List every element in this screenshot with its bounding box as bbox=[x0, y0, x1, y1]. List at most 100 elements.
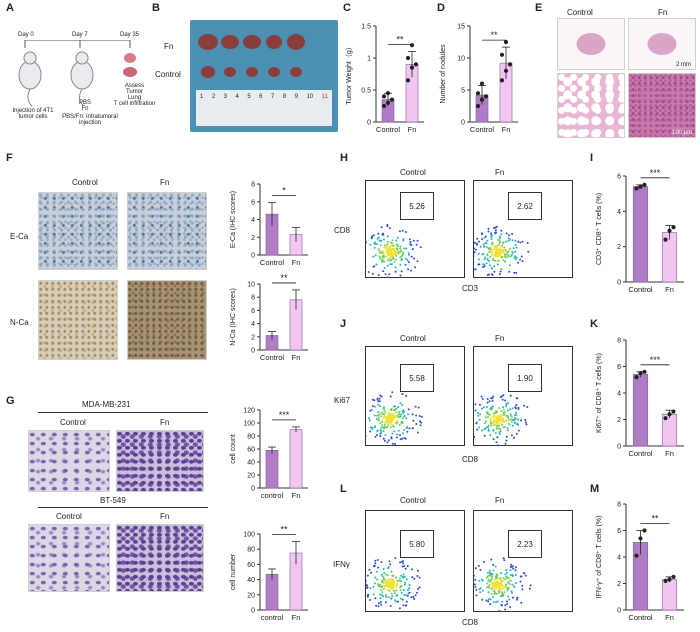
flow-event bbox=[390, 592, 393, 595]
flow-event bbox=[506, 602, 509, 605]
flow-event bbox=[490, 267, 493, 269]
flow-event bbox=[494, 259, 497, 262]
flow-event bbox=[494, 565, 497, 568]
flow-event bbox=[386, 240, 389, 243]
flow-event bbox=[498, 418, 501, 421]
g2-fn-label: Fn bbox=[160, 512, 170, 521]
flow-event bbox=[475, 594, 478, 597]
flow-event bbox=[493, 578, 496, 581]
data-point bbox=[634, 375, 639, 380]
flow-event bbox=[404, 231, 407, 233]
flow-event bbox=[498, 577, 500, 580]
flow-event bbox=[493, 245, 496, 248]
flow-event bbox=[368, 417, 370, 420]
flow-event bbox=[408, 238, 411, 241]
flow-event bbox=[494, 577, 497, 580]
row-control-label: Control bbox=[155, 70, 181, 79]
flow-event bbox=[396, 600, 399, 603]
flow-event bbox=[370, 571, 373, 574]
flow-event bbox=[495, 410, 498, 413]
y-tick-label: 1 bbox=[367, 56, 371, 63]
flow-event bbox=[500, 233, 503, 236]
flow-event bbox=[372, 593, 375, 596]
flow-event bbox=[407, 252, 410, 255]
y-tick-label: 0 bbox=[251, 486, 255, 493]
flow-event bbox=[506, 577, 509, 580]
flow-event bbox=[382, 407, 385, 410]
flow-event bbox=[398, 579, 401, 582]
flow-event bbox=[496, 424, 499, 427]
flow-event bbox=[496, 253, 498, 256]
flow-event bbox=[401, 432, 404, 435]
flow-event bbox=[507, 415, 509, 418]
flow-event bbox=[501, 423, 504, 426]
flow-event bbox=[472, 247, 475, 250]
flow-event bbox=[509, 408, 512, 411]
flow-event bbox=[394, 599, 396, 602]
h-fn-label: Fn bbox=[495, 168, 505, 177]
y-tick-label: 1.5 bbox=[361, 24, 371, 31]
flow-event bbox=[374, 576, 377, 579]
y-tick-label: 80 bbox=[247, 434, 255, 441]
flow-event bbox=[398, 434, 401, 437]
y-tick-label: 4 bbox=[617, 391, 621, 398]
flow-event bbox=[493, 227, 495, 229]
y-tick-label: 8 bbox=[251, 295, 255, 302]
flow-event bbox=[493, 415, 496, 418]
panel-b-label: B bbox=[152, 2, 160, 14]
flow-event bbox=[385, 255, 388, 258]
y-axis-label: Tumor Weight（g） bbox=[345, 43, 353, 104]
flow-event bbox=[404, 594, 407, 596]
flow-event bbox=[379, 244, 382, 247]
flow-event bbox=[498, 431, 501, 434]
flow-event bbox=[485, 416, 487, 419]
flow-event bbox=[506, 255, 509, 258]
flow-event bbox=[407, 261, 410, 264]
flow-event bbox=[405, 427, 408, 430]
flow-event bbox=[514, 566, 517, 569]
y-tick-label: 100 bbox=[243, 421, 255, 428]
flow-event bbox=[519, 258, 522, 261]
flow-event bbox=[490, 558, 493, 561]
flow-event bbox=[488, 584, 491, 587]
flow-event bbox=[479, 413, 482, 416]
flow-event bbox=[385, 595, 387, 598]
flow-event bbox=[485, 246, 488, 249]
sig-label: ** bbox=[396, 35, 404, 45]
flow-event bbox=[503, 255, 506, 258]
scale-2mm: 2 mm bbox=[676, 62, 691, 68]
flow-event bbox=[510, 590, 513, 593]
flow-event bbox=[387, 413, 390, 416]
flow-event bbox=[386, 247, 389, 250]
x-tick-label: Fn bbox=[292, 258, 301, 267]
flow-event bbox=[394, 258, 397, 261]
flow-event bbox=[481, 579, 484, 582]
flow-event bbox=[387, 248, 390, 251]
flow-event bbox=[483, 258, 486, 261]
flow-event bbox=[481, 589, 484, 592]
flow-event bbox=[399, 250, 402, 253]
flow-event bbox=[474, 409, 477, 412]
flow-event bbox=[524, 421, 527, 424]
flow-event bbox=[365, 584, 368, 587]
flow-event bbox=[406, 594, 409, 597]
flow-event bbox=[502, 394, 505, 397]
flow-event bbox=[398, 424, 401, 426]
flow-event bbox=[473, 251, 476, 254]
g1-fn-label: Fn bbox=[160, 418, 170, 427]
flow-event bbox=[391, 442, 394, 445]
flow-event bbox=[380, 395, 383, 398]
y-tick-label: 120 bbox=[243, 408, 255, 415]
flow-event bbox=[388, 245, 391, 248]
flow-event bbox=[389, 263, 392, 266]
l-fn-label: Fn bbox=[495, 496, 505, 505]
sig-label: *** bbox=[650, 355, 661, 365]
flow-event bbox=[387, 412, 390, 414]
x-tick-label: Control bbox=[628, 285, 653, 294]
flow-event bbox=[501, 600, 504, 603]
flow-event bbox=[511, 407, 514, 410]
l-control-label: Control bbox=[400, 496, 426, 505]
flow-event bbox=[413, 598, 416, 600]
ihc-nca-control bbox=[38, 280, 118, 360]
flow-event bbox=[403, 594, 406, 597]
